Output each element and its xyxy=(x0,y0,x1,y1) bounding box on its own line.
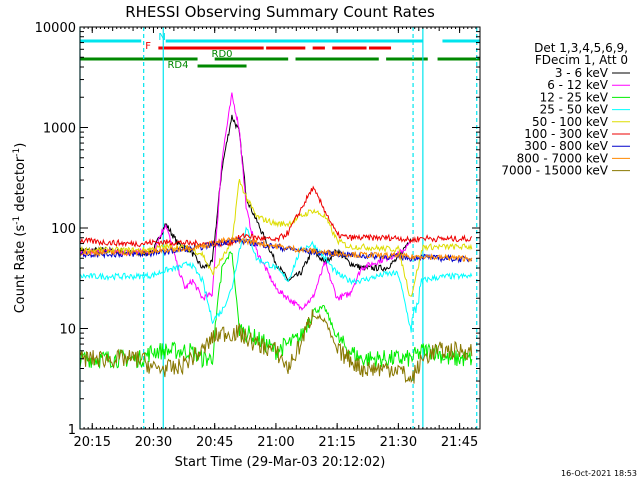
series-line-4 xyxy=(80,179,473,298)
x-tick-label: 21:45 xyxy=(441,435,478,450)
legend-entry-label-2: 12 - 25 keV xyxy=(540,90,609,104)
series-line-2 xyxy=(80,251,473,369)
legend-header-line1: Det 1,3,4,5,6,9, xyxy=(534,41,628,55)
legend-entry-label-7: 800 - 7000 keV xyxy=(517,151,609,165)
series-line-7 xyxy=(80,235,473,263)
legend-entry-label-4: 50 - 100 keV xyxy=(532,115,609,129)
plot-series xyxy=(80,92,473,384)
y-tick-label: 1000 xyxy=(43,122,76,137)
x-axis-label: Start Time (29-Mar-03 20:12:02) xyxy=(175,455,386,470)
legend-entry-label-0: 3 - 6 keV xyxy=(555,66,609,80)
flag-label-RD0: RD0 xyxy=(212,49,233,60)
legend-entry-label-5: 100 - 300 keV xyxy=(524,127,608,141)
y-axis-label-main: Count Rate (s xyxy=(13,225,28,314)
series-line-5 xyxy=(80,185,473,248)
legend: Det 1,3,4,5,6,9, FDecim 1, Att 0 3 - 6 k… xyxy=(501,41,630,178)
y-tick-label: 10000 xyxy=(35,21,76,36)
x-tick-label: 21:00 xyxy=(257,435,294,450)
y-axis-label-detector: detector xyxy=(13,156,28,216)
x-tick-label: 20:30 xyxy=(135,435,172,450)
y-tick-label: 100 xyxy=(51,222,76,237)
instrument-flags: NF RD0 RD4 xyxy=(80,32,480,71)
flag-label-N: N xyxy=(158,32,165,43)
legend-entry-label-6: 300 - 800 keV xyxy=(524,139,608,153)
series-line-8 xyxy=(80,309,473,384)
legend-entry-label-1: 6 - 12 keV xyxy=(547,78,609,92)
x-tick-label: 21:30 xyxy=(380,435,417,450)
series-line-3 xyxy=(80,226,473,333)
y-tick-label: 1 xyxy=(68,423,76,438)
x-tick-label: 20:45 xyxy=(196,435,233,450)
flag-label-F: F xyxy=(145,41,151,52)
y-axis-label-exponent-2: -1 xyxy=(12,148,22,157)
x-tick-label: 21:15 xyxy=(318,435,355,450)
y-axis-label-exponent: -1 xyxy=(12,216,22,225)
y-axis-label-close: ) xyxy=(13,143,28,148)
chart-title: RHESSI Observing Summary Count Rates xyxy=(125,3,435,21)
legend-header-line2: FDecim 1, Att 0 xyxy=(535,53,628,67)
flag-label-RD4: RD4 xyxy=(167,60,188,71)
x-tick-label: 20:15 xyxy=(74,435,111,450)
legend-entry-label-8: 7000 - 15000 keV xyxy=(501,164,608,178)
generation-timestamp: 16-Oct-2021 18:53 xyxy=(561,469,637,478)
legend-entry-label-3: 25 - 50 keV xyxy=(540,103,609,117)
y-tick-label: 10 xyxy=(59,323,76,338)
y-axis-label: Count Rate (s-1 detector-1) xyxy=(12,143,28,314)
axis-ticks: 20:15 20:30 20:45 21:00 21:15 21:30 21:45 1 10 10… xyxy=(35,21,480,450)
